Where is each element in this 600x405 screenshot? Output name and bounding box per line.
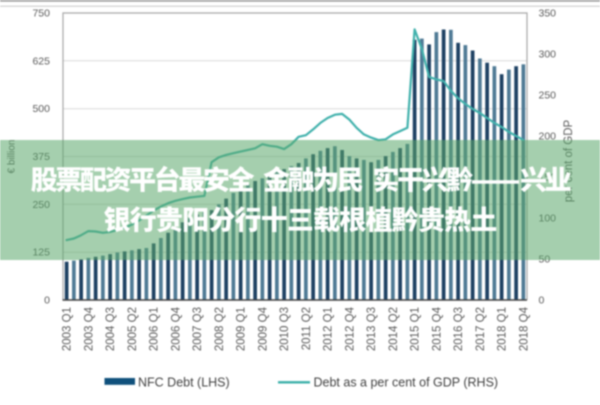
svg-text:2014 Q2: 2014 Q2 xyxy=(388,307,400,351)
svg-text:2015 Q4: 2015 Q4 xyxy=(431,306,443,351)
svg-text:750: 750 xyxy=(32,8,50,20)
svg-text:2007 Q3: 2007 Q3 xyxy=(192,307,204,351)
svg-text:2012 Q1: 2012 Q1 xyxy=(323,307,335,351)
svg-text:2018 Q4: 2018 Q4 xyxy=(518,306,530,351)
svg-text:2017 Q2: 2017 Q2 xyxy=(475,307,487,351)
svg-text:2018 Q1: 2018 Q1 xyxy=(497,307,509,351)
svg-text:2010 Q3: 2010 Q3 xyxy=(279,307,291,351)
svg-text:350: 350 xyxy=(539,8,557,20)
svg-text:2012 Q4: 2012 Q4 xyxy=(344,306,356,351)
svg-text:500: 500 xyxy=(32,103,50,115)
svg-text:2008 Q2: 2008 Q2 xyxy=(214,307,226,351)
svg-text:2006 Q4: 2006 Q4 xyxy=(170,306,182,351)
svg-text:2011 Q2: 2011 Q2 xyxy=(301,307,313,350)
svg-text:2016 Q3: 2016 Q3 xyxy=(453,307,465,351)
svg-text:2004 Q3: 2004 Q3 xyxy=(105,307,117,351)
svg-text:2003 Q4: 2003 Q4 xyxy=(83,306,95,351)
svg-text:2005 Q2: 2005 Q2 xyxy=(127,307,139,351)
svg-text:300: 300 xyxy=(539,49,557,61)
svg-text:250: 250 xyxy=(539,90,557,102)
svg-text:0: 0 xyxy=(44,295,50,307)
svg-text:2006 Q1: 2006 Q1 xyxy=(149,307,161,351)
svg-text:2009 Q4: 2009 Q4 xyxy=(257,306,269,351)
svg-text:Debt as a per cent of GDP (RHS: Debt as a per cent of GDP (RHS) xyxy=(314,375,499,389)
svg-text:NFC Debt (LHS): NFC Debt (LHS) xyxy=(138,375,230,389)
svg-text:0: 0 xyxy=(539,295,545,307)
svg-text:2003 Q1: 2003 Q1 xyxy=(62,307,74,351)
svg-text:625: 625 xyxy=(32,55,50,67)
svg-text:2015 Q1: 2015 Q1 xyxy=(410,307,422,351)
svg-text:2013 Q3: 2013 Q3 xyxy=(366,307,378,351)
svg-text:2009 Q1: 2009 Q1 xyxy=(236,307,248,351)
svg-text:200: 200 xyxy=(539,131,557,143)
